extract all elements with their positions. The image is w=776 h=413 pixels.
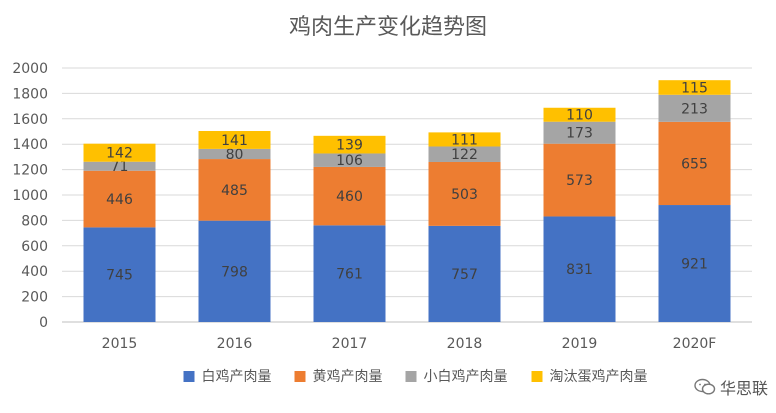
legend-swatch: [294, 371, 306, 382]
bar-segment: [198, 130, 271, 149]
legend-swatch: [183, 371, 195, 382]
data-label: 213: [681, 101, 708, 117]
data-label: 798: [221, 264, 248, 280]
legend-swatch: [531, 371, 543, 382]
bar-segment: [543, 121, 616, 144]
bar-segment: [313, 225, 386, 322]
data-label: 655: [681, 156, 708, 172]
bar-segment: [428, 132, 501, 147]
bar-segment: [198, 148, 271, 160]
legend: 白鸡产肉量 黄鸡产肉量 小白鸡产肉量 淘汰蛋鸡产肉量: [183, 368, 648, 385]
y-tick-label: 1400: [12, 137, 48, 153]
bar-segment: [658, 121, 731, 206]
y-tick-label: 1000: [12, 188, 48, 204]
data-label: 761: [336, 267, 363, 283]
legend-label: 黄鸡产肉量: [313, 368, 383, 385]
bar-segment: [543, 107, 616, 122]
wechat-icon: [694, 378, 716, 396]
data-label: 173: [566, 126, 593, 142]
data-label: 142: [106, 146, 133, 162]
bar-segment: [83, 161, 156, 171]
bar-segment: [658, 205, 731, 322]
bar-segment: [198, 220, 271, 322]
data-label: 71: [111, 159, 129, 175]
watermark: 华思联: [694, 375, 768, 399]
legend-item: 黄鸡产肉量: [294, 368, 383, 385]
legend-label: 淘汰蛋鸡产肉量: [550, 368, 648, 385]
y-tick-label: 400: [21, 264, 48, 280]
watermark-text: 华思联: [719, 379, 768, 398]
legend-item: 小白鸡产肉量: [405, 368, 508, 385]
legend-item: 淘汰蛋鸡产肉量: [531, 368, 648, 385]
bar-segment: [83, 227, 156, 322]
y-tick-label: 800: [21, 213, 48, 229]
y-tick-label: 600: [21, 239, 48, 255]
bar-segment: [83, 143, 156, 162]
bar-segment: [428, 225, 501, 322]
data-label: 106: [336, 153, 363, 169]
x-tick-label: 2020F: [673, 336, 717, 352]
y-axis: 0 200 400 600 800 1000 1200 1400 1600 1800 2000: [12, 61, 48, 331]
y-tick-label: 1200: [12, 163, 48, 179]
data-label: 139: [336, 138, 363, 154]
bar-segment: [658, 80, 731, 95]
data-label: 141: [221, 133, 248, 149]
legend-label: 白鸡产肉量: [202, 368, 272, 385]
data-label: 111: [451, 132, 478, 148]
chart-title: 鸡肉生产变化趋势图: [289, 15, 487, 40]
y-tick-label: 2000: [12, 61, 48, 77]
legend-label: 小白鸡产肉量: [424, 368, 508, 385]
bar-segment: [313, 135, 386, 154]
bar-segment: [658, 94, 731, 122]
bar-segment: [198, 159, 271, 221]
data-label: 122: [451, 147, 478, 163]
legend-swatch: [405, 371, 417, 382]
x-tick-label: 2016: [217, 336, 253, 352]
data-label: 573: [566, 173, 593, 189]
data-label: 460: [336, 189, 363, 205]
bar-segment: [313, 166, 386, 226]
data-label: 115: [681, 80, 708, 96]
data-label: 757: [451, 267, 478, 283]
legend-item: 白鸡产肉量: [183, 368, 272, 385]
x-tick-label: 2018: [447, 336, 483, 352]
data-label: 110: [566, 108, 593, 124]
x-tick-label: 2015: [102, 336, 138, 352]
data-label: 831: [566, 262, 593, 278]
bar-segment: [428, 161, 501, 226]
x-tick-label: 2017: [332, 336, 368, 352]
data-label: 446: [106, 192, 133, 208]
y-tick-label: 0: [39, 315, 48, 331]
bar-segment: [313, 153, 386, 167]
y-tick-label: 1600: [12, 112, 48, 128]
x-axis: 2015 2016 2017 2018 2019 2020F: [102, 336, 717, 352]
bar-segment: [543, 143, 616, 217]
y-tick-label: 200: [21, 290, 48, 306]
bar-segment: [543, 216, 616, 322]
x-tick-label: 2019: [562, 336, 598, 352]
data-label: 745: [106, 268, 133, 284]
bar-segment: [83, 170, 156, 228]
data-label: 485: [221, 183, 248, 199]
gridlines: [62, 67, 752, 323]
data-label: 921: [681, 257, 708, 273]
bar-segment: [428, 146, 501, 162]
y-tick-label: 1800: [12, 86, 48, 102]
data-label: 80: [226, 147, 244, 163]
data-label: 503: [451, 187, 478, 203]
